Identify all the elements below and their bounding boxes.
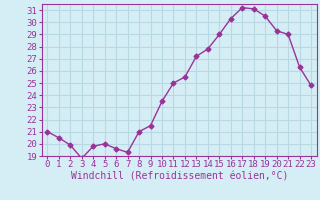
X-axis label: Windchill (Refroidissement éolien,°C): Windchill (Refroidissement éolien,°C) (70, 172, 288, 182)
